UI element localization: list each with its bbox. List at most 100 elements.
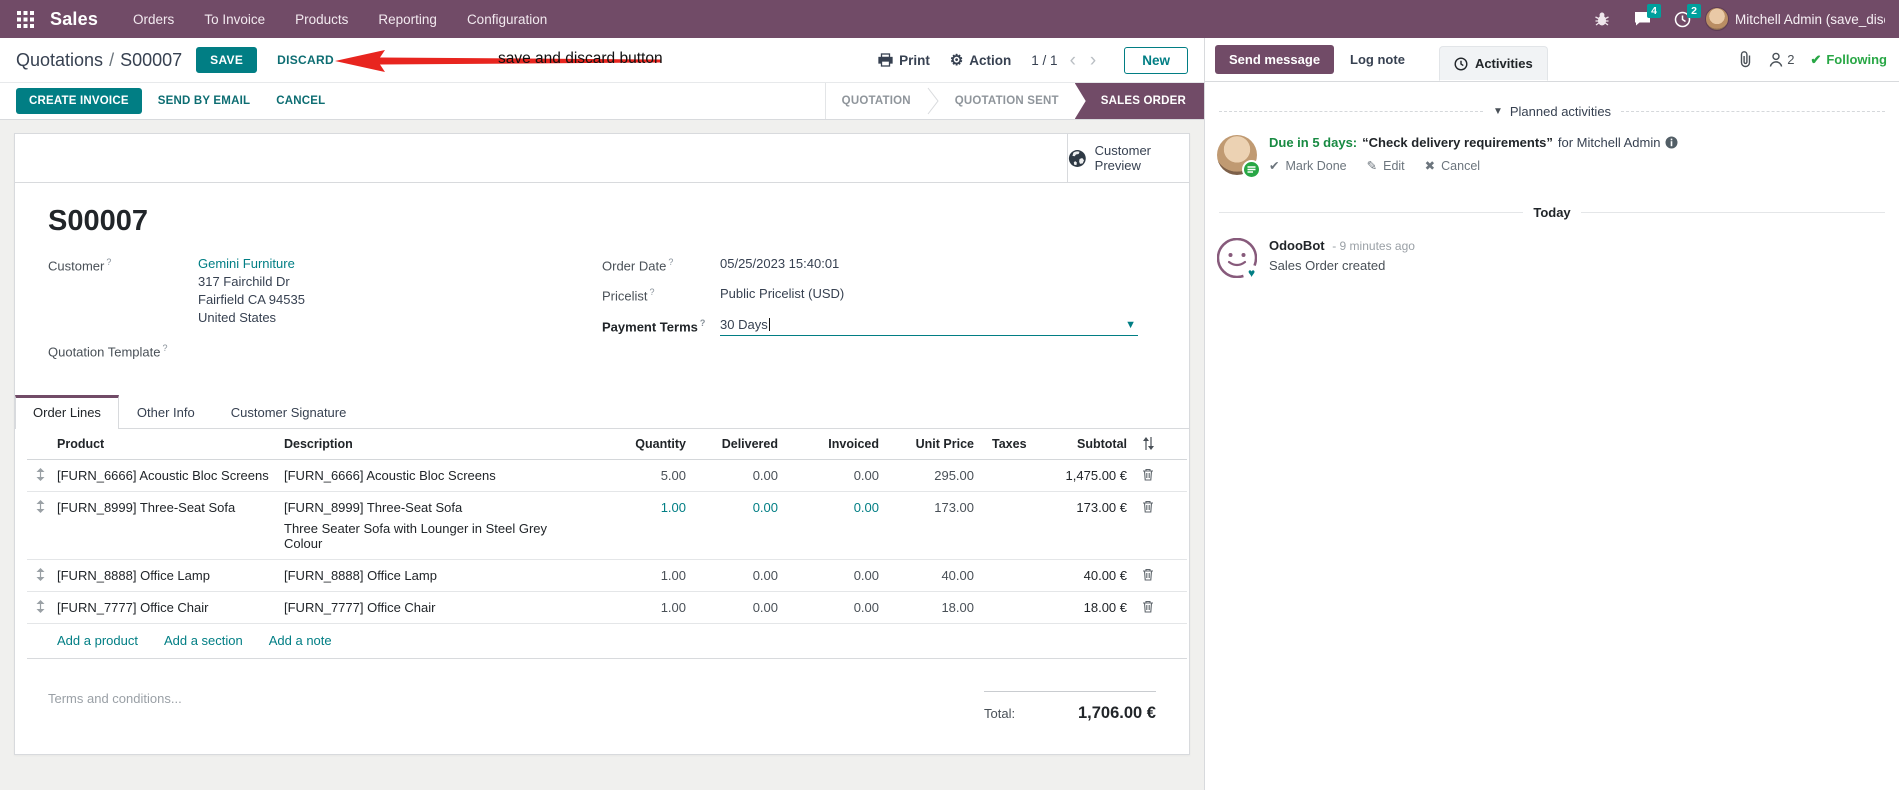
menu-reporting[interactable]: Reporting: [378, 11, 437, 27]
messages-icon[interactable]: 4: [1625, 4, 1661, 34]
cancel-button[interactable]: CANCEL: [266, 88, 335, 114]
cell-product[interactable]: [FURN_7777] Office Chair: [57, 600, 209, 616]
send-message-button[interactable]: Send message: [1215, 45, 1335, 74]
pricelist-value[interactable]: Public Pricelist (USD): [720, 286, 845, 302]
table-row[interactable]: [FURN_8888] Office Lamp [FURN_8888] Offi…: [27, 560, 1187, 593]
cell-invoiced[interactable]: 0.00: [853, 500, 879, 516]
add-product-link[interactable]: Add a product: [57, 633, 138, 649]
cell-product[interactable]: [FURN_8999] Three-Seat Sofa: [57, 500, 236, 516]
cell-quantity[interactable]: 1.00: [660, 600, 686, 616]
table-row[interactable]: [FURN_7777] Office Chair [FURN_7777] Off…: [27, 592, 1187, 625]
col-taxes[interactable]: Taxes: [992, 437, 1027, 452]
cell-quantity[interactable]: 1.00: [660, 568, 686, 584]
cell-taxes[interactable]: [978, 492, 1038, 508]
followers-button[interactable]: 2: [1769, 52, 1794, 67]
info-icon[interactable]: [1665, 136, 1678, 149]
state-quotation-sent[interactable]: QUOTATION SENT: [954, 95, 1059, 107]
cell-description[interactable]: [FURN_8888] Office Lamp: [284, 568, 437, 584]
drag-handle-icon[interactable]: [27, 592, 53, 621]
apps-grid-icon[interactable]: [10, 4, 40, 34]
cancel-activity-button[interactable]: ✖ Cancel: [1424, 158, 1481, 174]
log-note-button[interactable]: Log note: [1338, 45, 1417, 74]
add-note-link[interactable]: Add a note: [268, 633, 332, 649]
state-quotation[interactable]: QUOTATION: [841, 95, 911, 107]
col-unit-price[interactable]: Unit Price: [915, 437, 974, 452]
menu-configuration[interactable]: Configuration: [466, 11, 548, 27]
payment-terms-input[interactable]: 30 Days ▼: [720, 317, 1138, 336]
cell-delivered[interactable]: 0.00: [752, 500, 778, 516]
col-quantity[interactable]: Quantity: [635, 437, 686, 452]
tab-customer-signature[interactable]: Customer Signature: [230, 405, 347, 421]
add-section-link[interactable]: Add a section: [163, 633, 243, 649]
menu-orders[interactable]: Orders: [133, 11, 175, 27]
cell-invoiced[interactable]: 0.00: [853, 568, 879, 584]
cell-unit-price[interactable]: 295.00: [934, 468, 974, 484]
action-button[interactable]: ⚙ Action: [949, 51, 1012, 69]
discard-button[interactable]: DISCARD: [271, 48, 340, 72]
app-title[interactable]: Sales: [50, 8, 99, 29]
new-button[interactable]: New: [1124, 46, 1188, 74]
drag-handle-icon[interactable]: [27, 560, 53, 589]
create-invoice-button[interactable]: CREATE INVOICE: [16, 88, 142, 114]
menu-to-invoice[interactable]: To Invoice: [204, 11, 266, 27]
delete-row-icon[interactable]: [1131, 592, 1165, 621]
edit-activity-button[interactable]: ✎ Edit: [1366, 158, 1405, 174]
menu-products[interactable]: Products: [295, 11, 349, 27]
cell-unit-price[interactable]: 18.00: [941, 600, 974, 616]
col-invoiced[interactable]: Invoiced: [828, 437, 879, 452]
user-menu[interactable]: Mitchell Admin (save_discard: [1735, 11, 1885, 27]
print-button[interactable]: Print: [878, 53, 930, 68]
terms-and-conditions-field[interactable]: Terms and conditions...: [48, 691, 182, 707]
cell-invoiced[interactable]: 0.00: [853, 468, 879, 484]
breadcrumb-quotations[interactable]: Quotations: [16, 49, 104, 70]
cell-quantity[interactable]: 1.00: [660, 500, 686, 516]
table-row[interactable]: [FURN_6666] Acoustic Bloc Screens [FURN_…: [27, 460, 1187, 493]
cell-unit-price[interactable]: 40.00: [941, 568, 974, 584]
delete-row-icon[interactable]: [1131, 492, 1165, 521]
activities-clock-icon[interactable]: 2: [1665, 4, 1701, 34]
cell-delivered[interactable]: 0.00: [752, 600, 778, 616]
col-subtotal[interactable]: Subtotal: [1077, 437, 1127, 452]
order-date-value[interactable]: 05/25/2023 15:40:01: [720, 256, 840, 271]
cell-invoiced[interactable]: 0.00: [853, 600, 879, 616]
cell-taxes[interactable]: [978, 592, 1038, 608]
debug-bug-icon[interactable]: [1585, 4, 1619, 34]
chevron-down-icon[interactable]: ▼: [1125, 318, 1136, 331]
cell-product[interactable]: [FURN_8888] Office Lamp: [57, 568, 210, 584]
cell-quantity[interactable]: 5.00: [660, 468, 686, 484]
col-delivered[interactable]: Delivered: [721, 437, 778, 452]
cell-unit-price[interactable]: 173.00: [934, 500, 974, 516]
tab-other-info[interactable]: Other Info: [136, 405, 195, 421]
user-avatar[interactable]: [1705, 7, 1729, 31]
customer-preview-button[interactable]: Customer Preview: [1067, 134, 1189, 182]
cell-description[interactable]: [FURN_7777] Office Chair: [284, 600, 436, 616]
delete-row-icon[interactable]: [1131, 460, 1165, 489]
send-by-email-button[interactable]: SEND BY EMAIL: [148, 88, 260, 114]
drag-handle-icon[interactable]: [27, 460, 53, 489]
pager-previous-icon[interactable]: ‹: [1069, 49, 1076, 71]
customer-link[interactable]: Gemini Furniture: [198, 256, 295, 271]
message-author[interactable]: OdooBot: [1269, 238, 1325, 253]
odoobot-avatar[interactable]: ♥: [1217, 238, 1260, 282]
col-description[interactable]: Description: [284, 437, 353, 452]
cell-description[interactable]: [FURN_8999] Three-Seat Sofa Three Seater…: [280, 492, 590, 559]
delete-row-icon[interactable]: [1131, 560, 1165, 589]
tab-order-lines[interactable]: Order Lines: [15, 395, 119, 430]
following-button[interactable]: ✔ Following: [1810, 51, 1887, 68]
cell-delivered[interactable]: 0.00: [752, 468, 778, 484]
cell-product[interactable]: [FURN_6666] Acoustic Bloc Screens: [57, 468, 269, 484]
cell-taxes[interactable]: [978, 460, 1038, 476]
table-row[interactable]: [FURN_8999] Three-Seat Sofa [FURN_8999] …: [27, 492, 1187, 561]
activities-tab[interactable]: Activities: [1438, 46, 1548, 81]
drag-handle-icon[interactable]: [27, 492, 53, 521]
cell-taxes[interactable]: [978, 560, 1038, 576]
mark-done-button[interactable]: ✔ Mark Done: [1269, 158, 1347, 174]
planned-activities-toggle[interactable]: ▼ Planned activities: [1492, 104, 1612, 119]
pager-next-icon[interactable]: ›: [1089, 49, 1097, 71]
cell-description[interactable]: [FURN_6666] Acoustic Bloc Screens: [284, 468, 496, 484]
cell-delivered[interactable]: 0.00: [752, 568, 778, 584]
state-sales-order[interactable]: SALES ORDER: [1074, 83, 1204, 119]
save-button[interactable]: SAVE: [196, 47, 258, 73]
attachment-paperclip-icon[interactable]: [1738, 51, 1753, 68]
optional-columns-icon[interactable]: [1131, 429, 1165, 458]
